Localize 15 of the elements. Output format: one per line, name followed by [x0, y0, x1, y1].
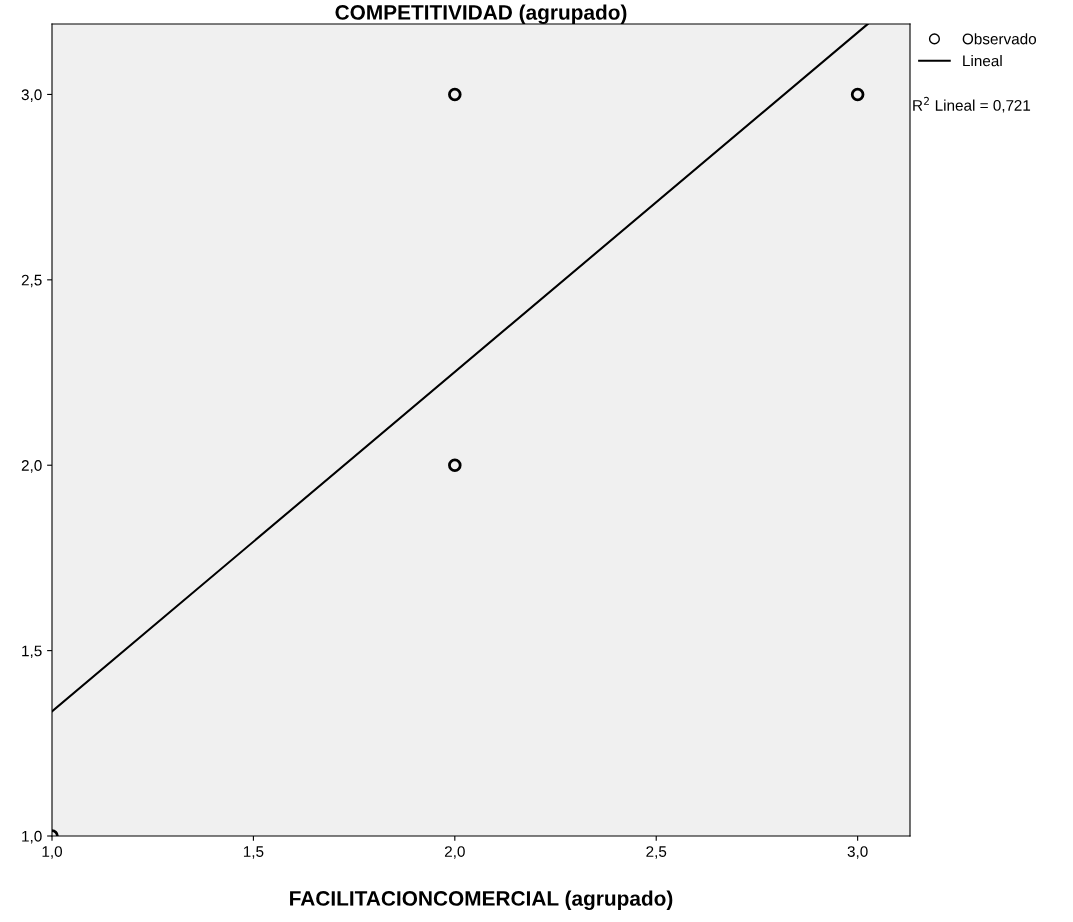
- x-tick-label: 1,5: [243, 846, 264, 859]
- x-tick-label: 3,0: [847, 846, 868, 859]
- y-tick-label: 3,0: [21, 89, 42, 102]
- x-tick-label: 2,0: [444, 846, 465, 859]
- y-tick-label: 1,0: [22, 830, 42, 844]
- chart-title: COMPETITIVIDAD (agrupado): [335, 4, 627, 24]
- y-tick-label: 2,5: [21, 274, 42, 288]
- x-axis-title: FACILITACIONCOMERCIAL (agrupado): [290, 890, 673, 911]
- x-tick-label: 1,0: [42, 846, 63, 859]
- y-tick-label: 1,5: [22, 645, 42, 659]
- y-tick-label: 2,0: [21, 460, 42, 473]
- legend-label: Observado: [962, 33, 1037, 45]
- legend-label: Lineal: [963, 55, 1002, 67]
- text: R$^{2}$ Lineal = 0,721: [913, 96, 1031, 113]
- x-tick-label: 2,5: [646, 846, 667, 859]
